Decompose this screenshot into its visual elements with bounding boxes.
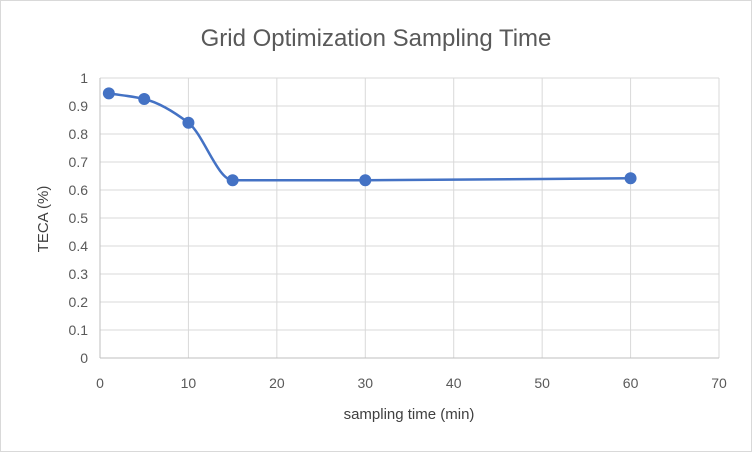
y-tick-label: 0.2 xyxy=(69,294,89,310)
x-tick-label: 40 xyxy=(446,375,462,391)
x-axis-label: sampling time (min) xyxy=(344,406,475,423)
x-tick-label: 20 xyxy=(269,375,285,391)
x-tick-label: 10 xyxy=(181,375,197,391)
axes xyxy=(99,78,719,359)
y-tick-label: 0.5 xyxy=(69,210,89,226)
tick-labels: 00.10.20.30.40.50.60.70.80.910 10 20 30 40 50… xyxy=(69,70,727,391)
x-tick-label: 0 xyxy=(96,375,104,391)
data-point xyxy=(624,172,637,185)
y-tick-label: 0.6 xyxy=(69,182,89,198)
data-point xyxy=(102,87,115,100)
y-tick-label: 0 xyxy=(80,350,88,366)
x-tick-label: 70 xyxy=(711,375,727,391)
chart-title: Grid Optimization Sampling Time xyxy=(201,25,552,52)
data-point xyxy=(359,174,372,187)
y-tick-label: 0.7 xyxy=(69,154,89,170)
y-tick-label: 0.1 xyxy=(69,322,89,338)
y-tick-label: 0.8 xyxy=(69,126,89,142)
x-tick-label: 30 xyxy=(357,375,373,391)
data-point xyxy=(182,116,195,129)
data-point xyxy=(138,93,151,105)
data-point xyxy=(226,174,239,187)
y-tick-label: 0.9 xyxy=(69,98,89,114)
y-axis-label: TECA (%) xyxy=(35,186,52,253)
y-tick-label: 1 xyxy=(80,70,88,86)
y-tick-label: 0.3 xyxy=(69,266,89,282)
x-tick-label: 50 xyxy=(534,375,550,391)
data-series xyxy=(102,87,637,187)
x-tick-label: 60 xyxy=(623,375,639,391)
y-tick-label: 0.4 xyxy=(69,238,89,254)
